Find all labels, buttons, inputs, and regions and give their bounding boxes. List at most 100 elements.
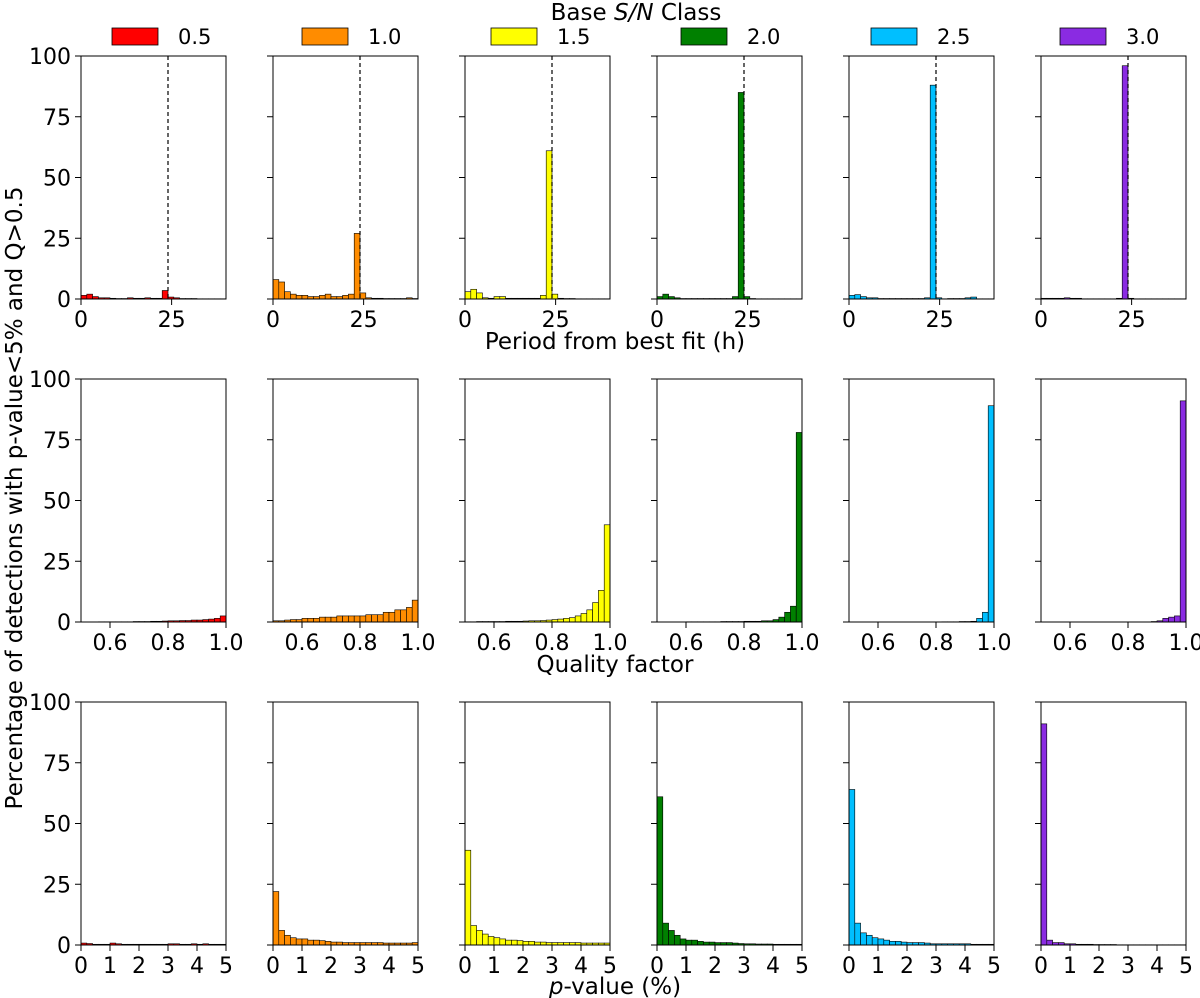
bar (313, 618, 320, 623)
legend-swatch-1.5 (490, 27, 538, 46)
y-tick-label: 0 (57, 288, 71, 313)
bar (848, 789, 856, 946)
bar (382, 611, 390, 623)
panel-frame (656, 701, 803, 946)
y-tick-label: 25 (43, 227, 71, 252)
bar (295, 295, 303, 300)
panel-r1-1.0: 0 25 (266, 55, 419, 333)
legend-title-italic: S/N (614, 0, 654, 26)
x-tick-label: 2 (132, 954, 146, 979)
x-tick-label: 2 (324, 954, 338, 979)
row-3-x-axis-label: p-value (%) (548, 974, 681, 998)
bar (586, 609, 593, 623)
x-tick-label: 1 (1063, 954, 1077, 979)
bar (272, 891, 280, 946)
y-tick-label: 50 (43, 490, 71, 515)
x-tick-label: 3 (353, 954, 367, 979)
panel-frame (848, 378, 995, 623)
bar (563, 618, 570, 623)
y-tick-label: 50 (43, 167, 71, 192)
bar (284, 934, 291, 946)
bar (860, 932, 867, 946)
bar (1046, 939, 1053, 946)
bar (86, 293, 93, 300)
x-tick-label: 0.8 (919, 631, 954, 656)
bar (569, 617, 576, 623)
bar (697, 941, 704, 946)
bar (685, 939, 693, 946)
x-tick-label: 1.0 (209, 631, 244, 656)
bar (482, 933, 489, 946)
panel-frame (1040, 701, 1187, 946)
bar (388, 611, 396, 623)
bar (336, 615, 343, 623)
x-tick-label: 2 (708, 954, 722, 979)
bar (295, 938, 303, 946)
x-tick-label: 4 (1150, 954, 1164, 979)
x-tick-label: 0.6 (1053, 631, 1088, 656)
bar (580, 613, 588, 623)
bar (353, 233, 361, 300)
bar (662, 293, 669, 300)
bar (1121, 65, 1129, 300)
bar (871, 937, 879, 946)
bar (464, 291, 472, 300)
bar (476, 292, 483, 300)
x-tick-label: 3 (161, 954, 175, 979)
bar (342, 295, 349, 300)
bar (324, 616, 332, 623)
y-tick-label: 100 (29, 691, 71, 716)
bar (516, 940, 524, 946)
bar (522, 941, 530, 946)
x-tick-label: 4 (766, 954, 780, 979)
panel-frame (80, 55, 227, 300)
panel-r1-2.0: 0 25 (650, 55, 803, 333)
x-tick-label: 0.6 (669, 631, 704, 656)
x-tick-label: 3 (1121, 954, 1135, 979)
panel-r2-3.0: 0.6 0.8 1.0 (1035, 378, 1200, 656)
bar (1174, 615, 1181, 623)
legend-title: Base S/N Class (551, 0, 722, 26)
panel-frame (80, 378, 227, 623)
panel-frame (1040, 378, 1187, 623)
x-tick-label: 0 (842, 954, 856, 979)
bar (470, 925, 477, 946)
x-tick-label: 2 (900, 954, 914, 979)
bar (1168, 616, 1175, 623)
bar (377, 614, 384, 623)
x-tick-label: 4 (190, 954, 204, 979)
x-tick-label: 25 (158, 308, 186, 333)
row-1-x-axis-label: Period from best fit (h) (485, 329, 745, 355)
bar (895, 941, 902, 946)
y-tick-label: 75 (43, 429, 71, 454)
bar (214, 618, 221, 623)
bar (348, 293, 355, 300)
y-tick-label: 100 (29, 368, 71, 393)
x-tick-label: 5 (219, 954, 233, 979)
x-tick-label: 2 (1092, 954, 1106, 979)
bar (790, 605, 797, 623)
legend-title-suffix: Class (654, 0, 722, 26)
bar (551, 293, 559, 300)
bar (1179, 400, 1187, 623)
bar (662, 922, 669, 946)
bar (307, 939, 314, 946)
bar (301, 618, 309, 623)
bar (987, 405, 995, 623)
x-tick-label: 0.6 (477, 631, 512, 656)
row-3-x-axis-label-rest: -value (%) (563, 974, 681, 998)
legend-swatch-2.0 (680, 27, 728, 46)
bar (284, 291, 291, 300)
x-tick-label: 0.8 (1111, 631, 1146, 656)
panel-frame (272, 55, 419, 300)
x-tick-label: 3 (929, 954, 943, 979)
bar (470, 288, 477, 300)
row-3-x-axis-label-italic: p (548, 974, 564, 998)
bar (540, 295, 547, 300)
x-tick-label: 0.6 (861, 631, 896, 656)
bar (278, 930, 285, 946)
bar (574, 615, 582, 623)
